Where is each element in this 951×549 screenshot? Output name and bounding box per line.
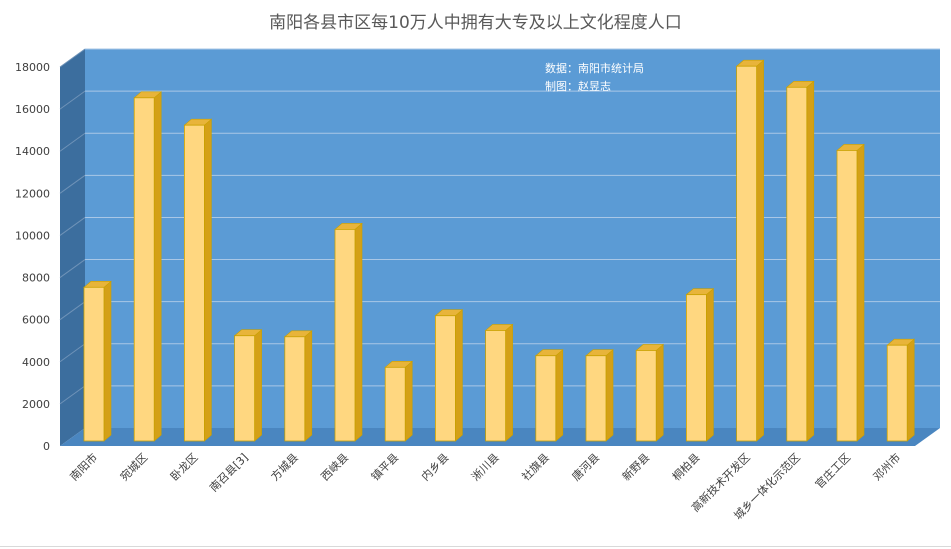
- bar-front: [786, 86, 808, 442]
- bar: [585, 349, 614, 442]
- bottom-divider: [0, 546, 951, 547]
- y-tick-label: 8000: [22, 272, 50, 285]
- y-tick-label: 12000: [15, 187, 50, 200]
- bar-side: [304, 330, 313, 442]
- bar: [735, 59, 765, 442]
- bar: [434, 309, 464, 442]
- y-tick-label: 16000: [15, 103, 50, 116]
- gridline-side: [59, 174, 86, 194]
- x-category-label: 南召县[3]: [207, 451, 251, 495]
- x-category-label: 方城县: [268, 450, 301, 483]
- bar-front: [133, 97, 155, 442]
- bar-front: [736, 65, 757, 442]
- bar: [685, 288, 715, 442]
- bar-side: [204, 118, 212, 442]
- y-tick-label: 18000: [15, 61, 50, 74]
- source-annotation: 数据：南阳市统计局: [545, 61, 644, 75]
- y-tick-label: 10000: [15, 229, 50, 242]
- bar-side: [505, 323, 513, 442]
- gridline-side: [59, 48, 86, 68]
- bar-side: [555, 349, 564, 442]
- bar: [635, 343, 665, 442]
- bar-side: [254, 329, 262, 442]
- side-wall: [60, 49, 85, 446]
- bar-side: [856, 143, 865, 442]
- x-category-label: 宛城区: [117, 450, 150, 483]
- x-category-label: 南阳市: [67, 450, 100, 483]
- bar-front: [635, 350, 657, 442]
- bar-front: [284, 336, 306, 442]
- bar-front: [886, 344, 908, 442]
- y-tick-label: 6000: [22, 314, 50, 327]
- bar-front: [585, 355, 607, 442]
- bar: [233, 329, 263, 442]
- y-tick-label: 0: [43, 440, 50, 453]
- x-category-label: 桐柏县: [669, 450, 702, 483]
- bar-front: [334, 228, 356, 442]
- bar: [334, 222, 363, 442]
- bar: [785, 80, 815, 442]
- x-category-label: 新野县: [619, 450, 652, 483]
- bar-side: [404, 360, 413, 442]
- source-annotation: 制图：赵昱志: [545, 79, 611, 93]
- bar: [886, 338, 916, 442]
- y-tick-label: 14000: [15, 145, 50, 158]
- gridline-side: [59, 259, 86, 278]
- bar-side: [655, 343, 664, 442]
- bar: [83, 280, 112, 442]
- bar-front: [83, 286, 105, 442]
- bar-side: [354, 222, 363, 442]
- chart-title: 南阳各县市区每10万人中拥有大专及以上文化程度人口: [269, 13, 682, 33]
- bar-side: [455, 309, 463, 442]
- x-category-label: 社旗县: [519, 450, 552, 483]
- bar-side: [605, 349, 614, 442]
- gridline-side: [59, 385, 86, 405]
- x-category-label: 唐河县: [569, 450, 602, 483]
- bar-front: [384, 366, 406, 442]
- bar-front: [485, 330, 507, 442]
- gridline-side: [59, 301, 86, 321]
- gridline-side: [59, 90, 86, 110]
- bar-front: [535, 355, 557, 442]
- bar: [384, 360, 414, 442]
- bar-front: [686, 294, 707, 442]
- bar-front: [234, 335, 256, 442]
- y-tick-label: 4000: [22, 356, 50, 369]
- bar-front: [434, 315, 456, 442]
- x-category-label: 淅川县: [468, 450, 501, 483]
- x-category-label: 内乡县: [418, 450, 451, 483]
- bar-side: [153, 91, 162, 442]
- bar: [183, 118, 213, 442]
- bar-front: [183, 124, 205, 442]
- bar-side: [706, 288, 714, 442]
- x-category-label: 卧龙区: [168, 451, 201, 484]
- gridline-side: [59, 132, 86, 152]
- bar: [283, 330, 313, 442]
- bar: [484, 323, 514, 442]
- y-tick-label: 2000: [22, 398, 50, 411]
- bar-front: [836, 150, 858, 442]
- gridline-side: [59, 343, 86, 363]
- x-category-label: 西峡县: [318, 450, 351, 483]
- x-category-label: 邓州市: [870, 450, 903, 483]
- bar: [133, 91, 163, 442]
- bar-side: [906, 338, 915, 442]
- bar: [534, 349, 564, 442]
- bar-side: [806, 80, 815, 442]
- x-category-label: 官庄工区: [812, 450, 853, 491]
- x-category-label: 镇平县: [368, 450, 401, 483]
- bar-side: [756, 59, 764, 442]
- gridline-side: [59, 217, 86, 236]
- bar-side: [103, 280, 112, 442]
- bar: [836, 143, 865, 442]
